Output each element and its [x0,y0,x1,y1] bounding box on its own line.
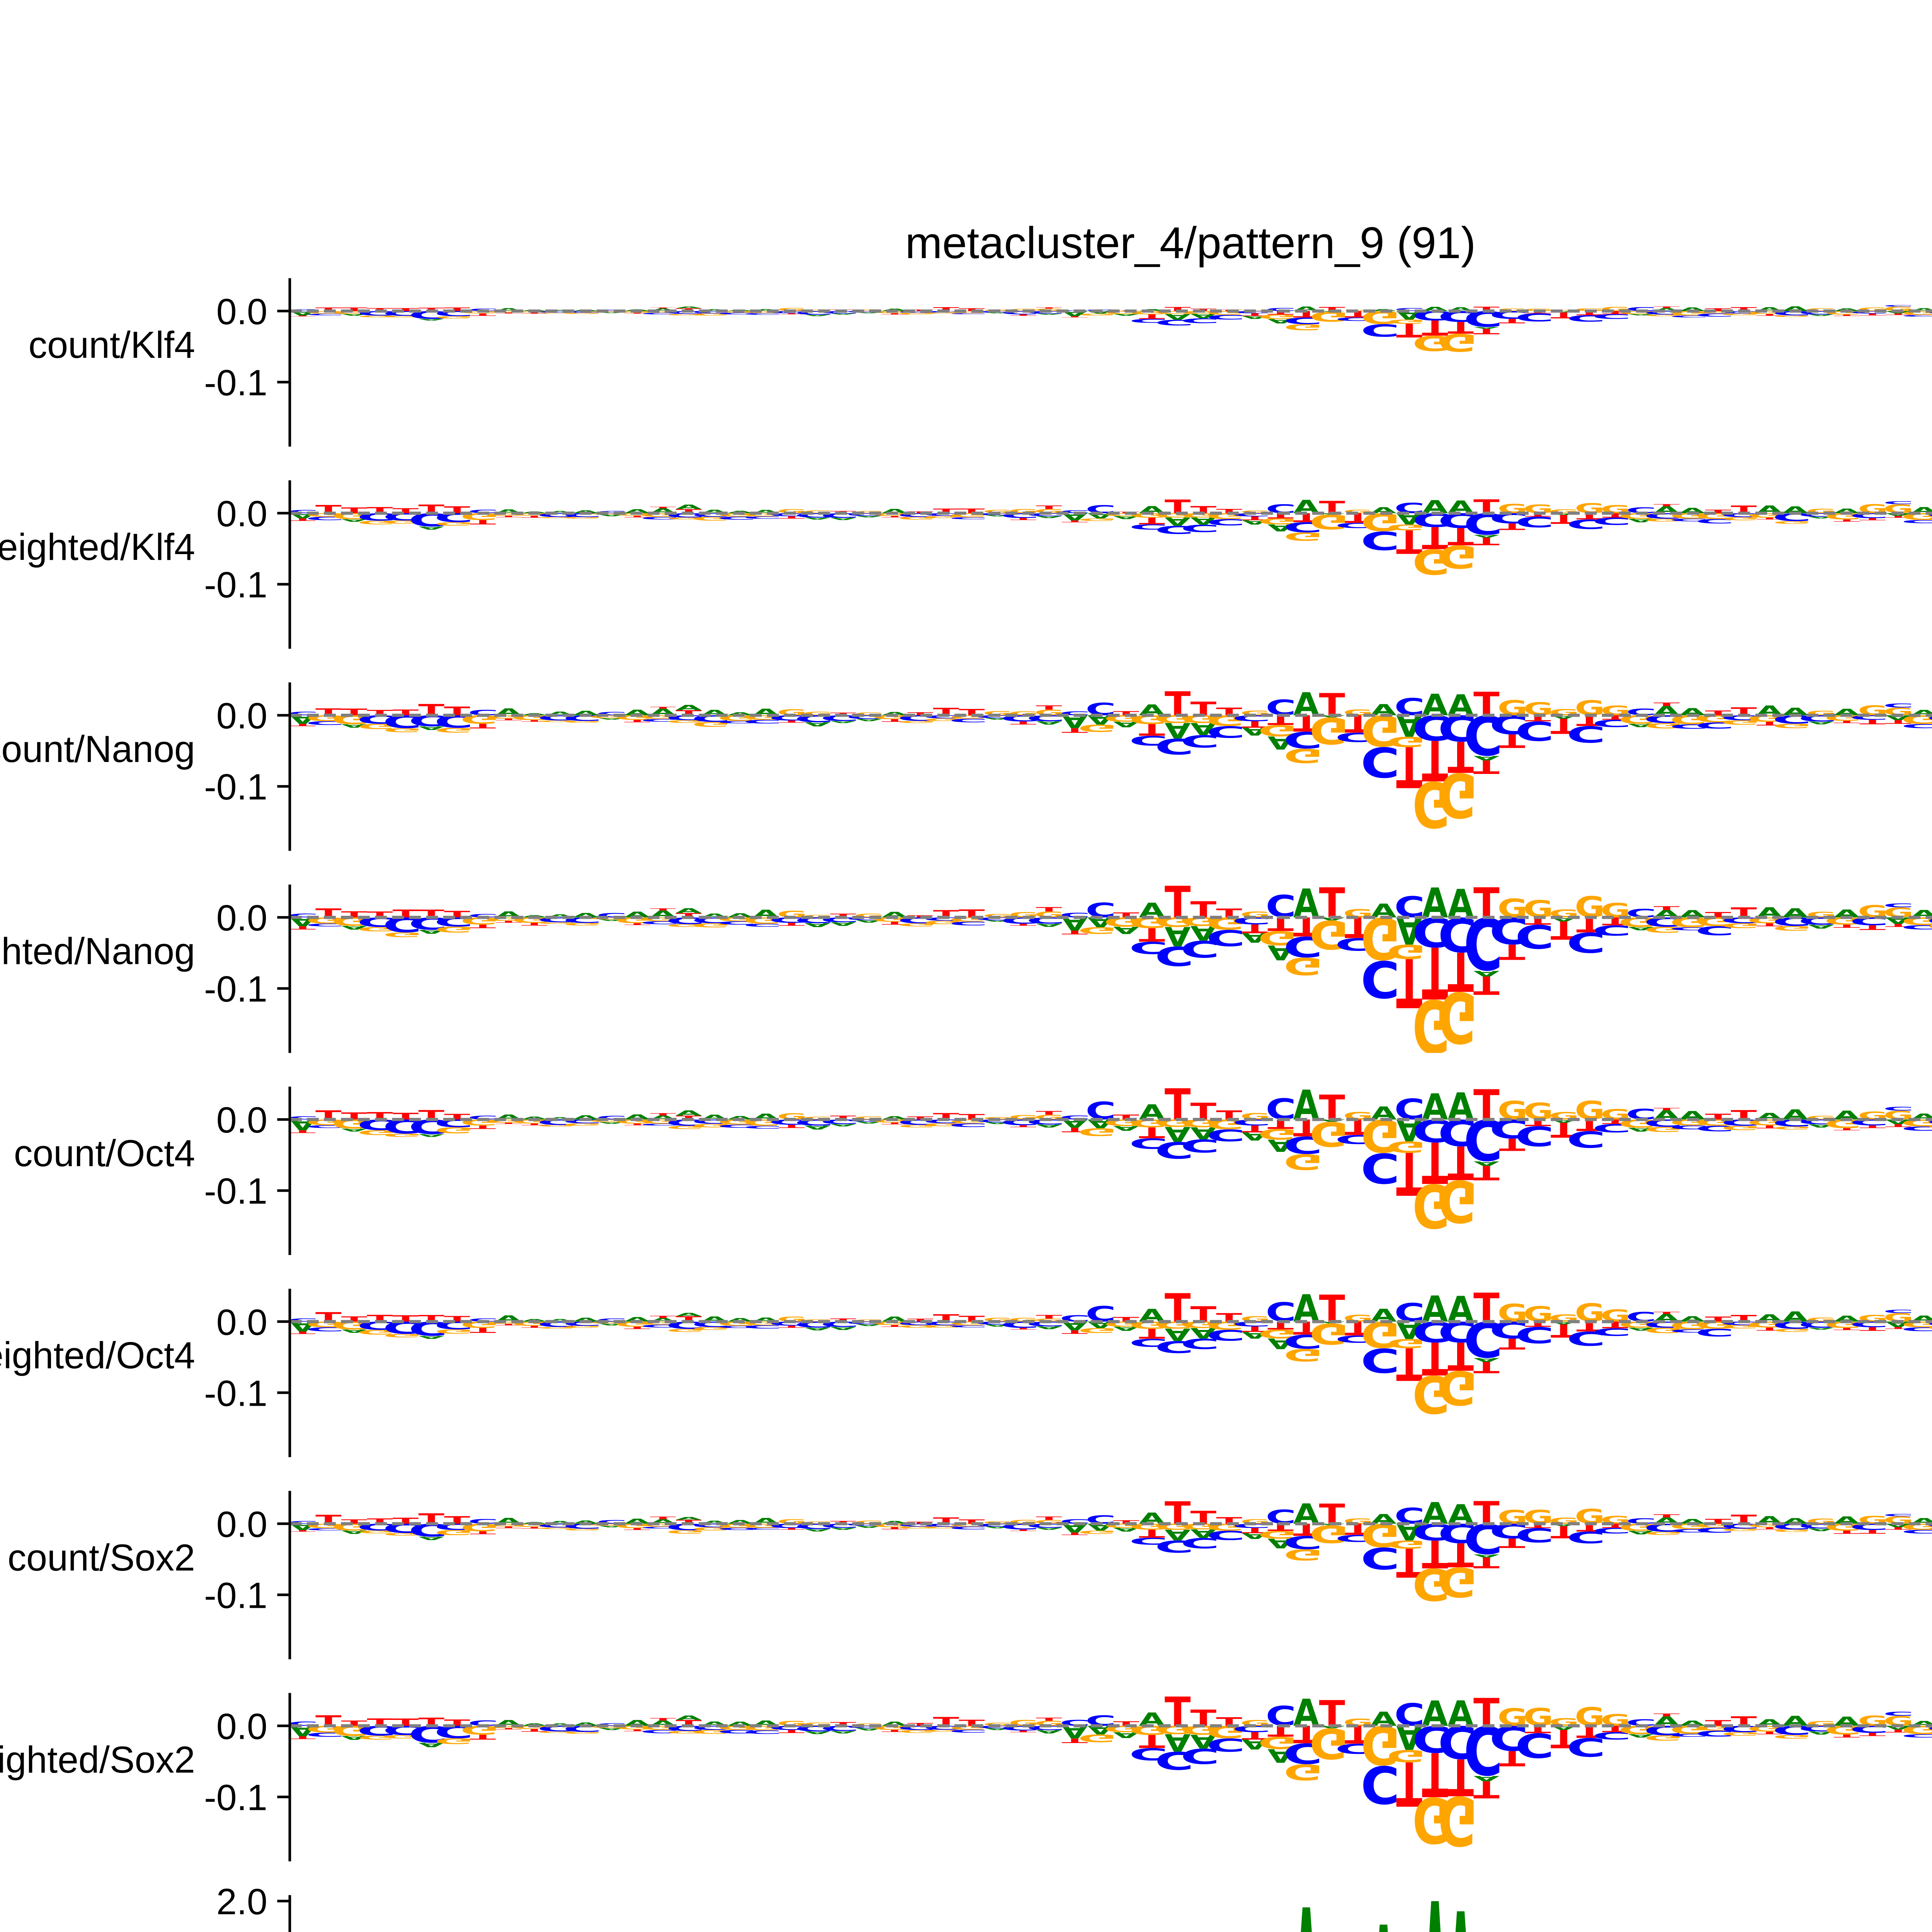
svg-text:2.0: 2.0 [216,1881,267,1922]
svg-text:count/Nanog: count/Nanog [0,728,195,770]
svg-text:-0.1: -0.1 [204,969,267,1010]
svg-text:weighted/Nanog: weighted/Nanog [0,930,195,972]
svg-text:-0.1: -0.1 [204,565,267,605]
svg-text:-0.1: -0.1 [204,1171,267,1212]
svg-text:0.0: 0.0 [216,696,267,736]
svg-text:weighted/Klf4: weighted/Klf4 [0,526,195,568]
svg-text:-0.1: -0.1 [204,767,267,808]
svg-text:0.0: 0.0 [216,1100,267,1141]
svg-text:metacluster_4/pattern_9 (91): metacluster_4/pattern_9 (91) [905,218,1476,268]
svg-text:0.0: 0.0 [216,291,267,332]
svg-text:count/Klf4: count/Klf4 [29,324,195,366]
svg-text:0.0: 0.0 [216,1302,267,1343]
svg-text:weighted/Oct4: weighted/Oct4 [0,1334,195,1376]
svg-text:-0.1: -0.1 [204,1777,267,1818]
svg-text:count/Oct4: count/Oct4 [14,1132,195,1174]
svg-text:-0.1: -0.1 [204,362,267,403]
svg-text:0.0: 0.0 [216,493,267,534]
svg-text:-0.1: -0.1 [204,1373,267,1414]
svg-text:count/Sox2: count/Sox2 [8,1536,195,1578]
svg-text:weighted/Sox2: weighted/Sox2 [0,1738,195,1781]
svg-text:0.0: 0.0 [216,898,267,939]
svg-text:0.0: 0.0 [216,1706,267,1747]
svg-text:-0.1: -0.1 [204,1575,267,1616]
svg-text:0.0: 0.0 [216,1504,267,1545]
